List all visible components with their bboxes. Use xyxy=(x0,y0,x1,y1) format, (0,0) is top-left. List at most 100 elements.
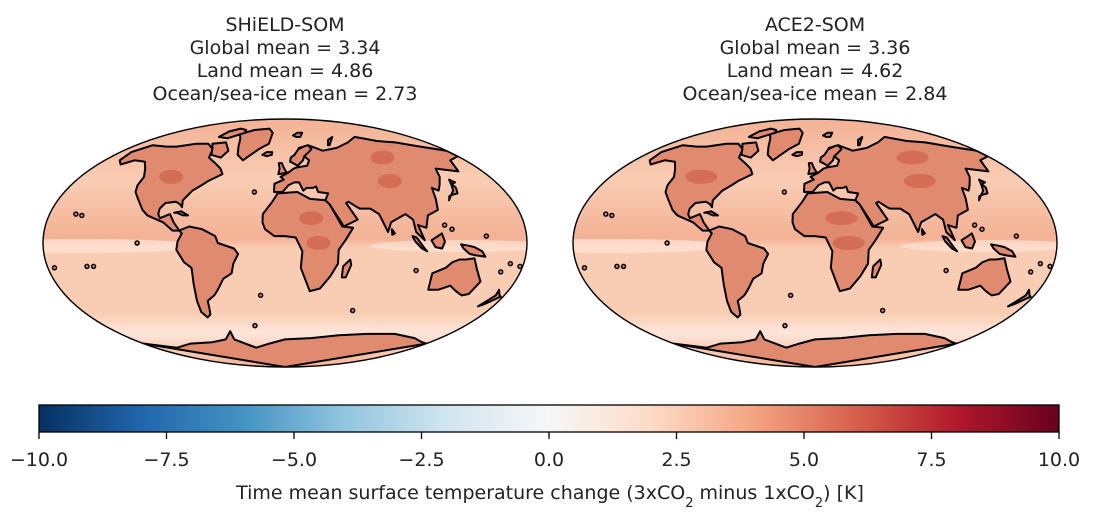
landmass-south-america xyxy=(175,225,240,319)
island xyxy=(349,307,356,314)
colorbar-tick-label: −2.5 xyxy=(398,449,444,471)
landmass-iceland xyxy=(261,151,274,158)
landmass-ellesmere xyxy=(747,127,778,140)
global-mean-stat: Global mean = 3.36 xyxy=(719,37,911,59)
landmass-new-zealand xyxy=(477,288,502,308)
island xyxy=(1037,260,1044,267)
island xyxy=(781,189,788,195)
warming-hotspot xyxy=(903,174,936,188)
colorbar-tick-label: 2.5 xyxy=(661,449,691,471)
landmass-madagascar xyxy=(340,258,353,279)
landmass-scandinavia xyxy=(819,144,843,167)
landmass-borneo xyxy=(960,232,976,250)
panel-title-ace2: ACE2-SOM Global mean = 3.36 Land mean = … xyxy=(575,14,1055,106)
colorbar-tick-label: 0.0 xyxy=(534,449,564,471)
landmass-sri-lanka xyxy=(920,228,926,236)
island xyxy=(787,292,794,299)
colorbar-label: Time mean surface temperature change (3x… xyxy=(235,482,864,511)
island xyxy=(449,226,455,232)
warming-hotspot xyxy=(685,169,718,184)
landmass-australia xyxy=(427,257,482,297)
warming-hotspot xyxy=(159,169,184,184)
warming-hotspot xyxy=(377,174,402,188)
island xyxy=(979,226,985,232)
landmass-scandinavia xyxy=(289,144,313,167)
island xyxy=(943,267,949,274)
warming-hotspot xyxy=(299,211,324,226)
panel-name: ACE2-SOM xyxy=(764,14,866,36)
colorbar-ticks: −10.0 −7.5 −5.0 −2.5 0.0 2.5 5.0 7.5 10.0 xyxy=(10,432,1080,471)
ocean-cool-band xyxy=(900,240,1057,252)
ocean-cool-band xyxy=(573,239,730,253)
colorbar-tick-label: 5.0 xyxy=(789,449,819,471)
warming-hotspot xyxy=(896,150,929,165)
landmass-japan xyxy=(448,178,459,202)
ocean-cool-band xyxy=(370,240,527,252)
landmass-svalbard xyxy=(822,131,834,138)
land-mean-stat: Land mean = 4.86 xyxy=(196,60,374,82)
island xyxy=(251,189,258,195)
island xyxy=(483,233,490,239)
ocean-mean-stat: Ocean/sea-ice mean = 2.84 xyxy=(682,83,948,105)
island xyxy=(971,222,978,228)
colorbar-tick-label: −5.0 xyxy=(271,449,317,471)
colorbar-gradient xyxy=(38,404,1060,433)
colorbar: −10.0 −7.5 −5.0 −2.5 0.0 2.5 5.0 7.5 10.0 Time m… xyxy=(10,404,1080,511)
landmass-new-zealand xyxy=(1007,288,1032,308)
island xyxy=(879,307,886,314)
global-mean-stat: Global mean = 3.34 xyxy=(189,37,381,59)
landmass-south-america xyxy=(705,225,770,319)
landmass-cuba xyxy=(173,210,189,217)
land-mean-stat: Land mean = 4.62 xyxy=(726,60,904,82)
landmass-novaya-zemlya xyxy=(327,135,334,147)
map-shield-som xyxy=(42,118,528,368)
colorbar-tick-label: 10.0 xyxy=(1038,449,1080,471)
ocean-mean-stat: Ocean/sea-ice mean = 2.73 xyxy=(152,83,418,105)
island xyxy=(90,263,97,270)
warming-hotspot xyxy=(825,211,858,226)
landmass-greenland xyxy=(236,127,274,162)
panel-name: SHiELD-SOM xyxy=(225,14,345,36)
colorbar-tick-label: −10.0 xyxy=(10,449,68,471)
landmass-baffin xyxy=(740,141,760,159)
landmass-madagascar xyxy=(870,258,883,279)
island xyxy=(51,265,58,271)
island xyxy=(620,263,627,270)
map-ace2-som xyxy=(572,118,1058,368)
warming-hotspot xyxy=(370,150,395,165)
landmass-sumatra xyxy=(941,235,959,253)
landmass-japan xyxy=(978,178,989,202)
landmass-greenland xyxy=(766,127,804,162)
island xyxy=(614,263,620,270)
landmass-new-guinea xyxy=(460,243,487,258)
landmass-novaya-zemlya xyxy=(857,135,864,147)
colorbar-tick-label: −7.5 xyxy=(143,449,189,471)
island xyxy=(73,211,79,217)
island xyxy=(507,260,514,267)
warming-hotspot xyxy=(832,236,865,250)
island xyxy=(134,240,140,246)
warming-hotspot xyxy=(306,236,331,250)
landmass-cuba xyxy=(703,210,719,217)
panel-title-shield: SHiELD-SOM Global mean = 3.34 Land mean … xyxy=(45,14,525,106)
landmass-antarctica xyxy=(142,330,428,367)
island xyxy=(1027,269,1034,275)
island xyxy=(497,269,504,275)
landmass-sumatra xyxy=(411,235,429,253)
landmass-sri-lanka xyxy=(390,228,396,236)
landmass-australia xyxy=(957,257,1012,297)
island xyxy=(609,212,615,219)
island xyxy=(257,292,264,299)
landmass-borneo xyxy=(430,232,446,250)
map-outline xyxy=(42,118,528,368)
island xyxy=(664,240,670,246)
colorbar-tick-label: 7.5 xyxy=(916,449,946,471)
landmass-new-guinea xyxy=(990,243,1017,258)
island xyxy=(84,263,90,270)
landmass-iceland xyxy=(791,151,804,158)
ocean-cool-band xyxy=(43,239,200,253)
island xyxy=(581,265,588,271)
island xyxy=(79,212,85,219)
landmass-uk xyxy=(277,162,289,176)
landmass-svalbard xyxy=(292,131,304,138)
